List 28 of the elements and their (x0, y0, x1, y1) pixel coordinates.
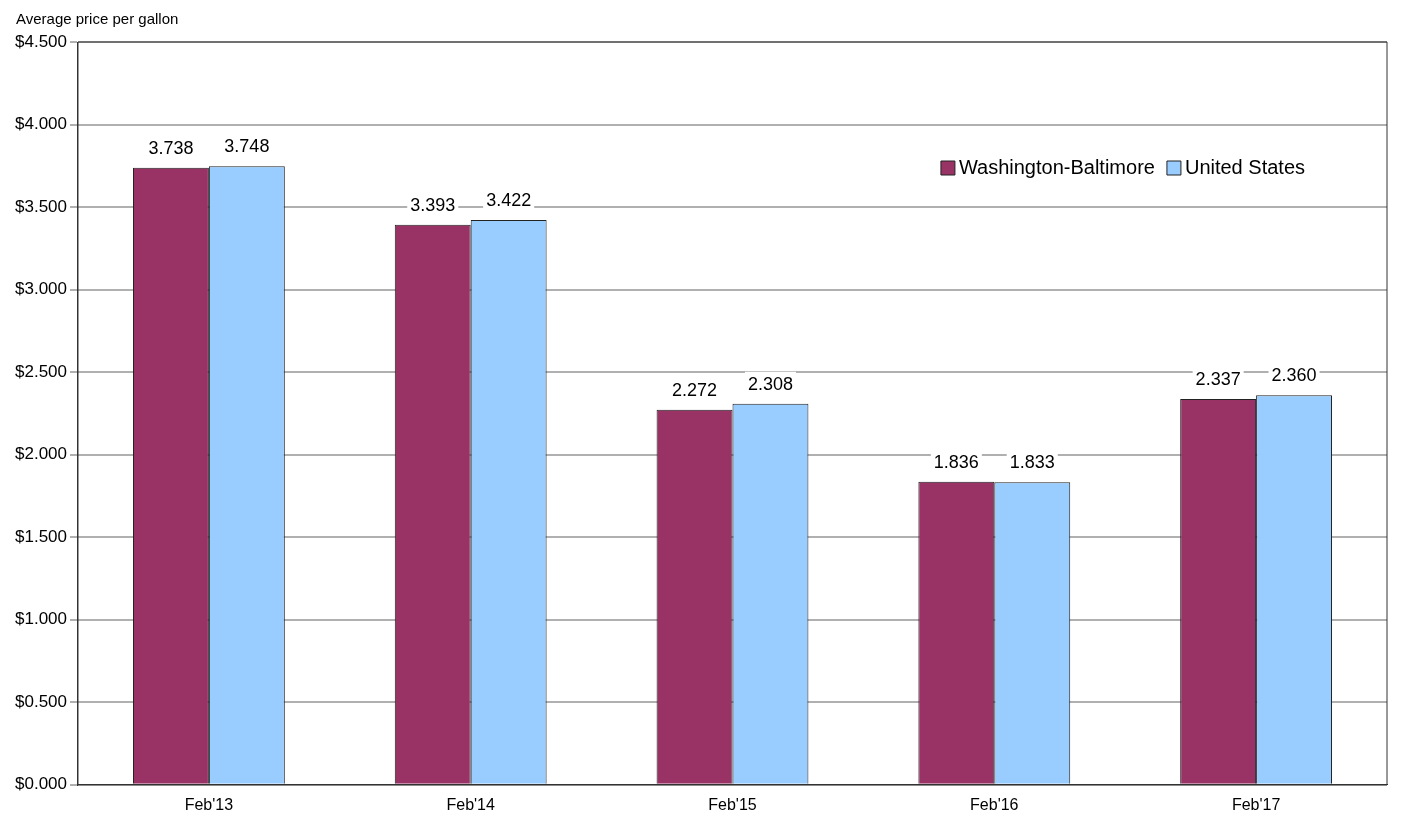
x-tick-label: Feb'13 (184, 795, 234, 813)
y-tick-label: $4.000 (15, 114, 67, 134)
data-label: 3.748 (224, 136, 270, 157)
y-tick-label: $1.000 (15, 609, 67, 629)
y-tick-label: $2.000 (15, 444, 67, 464)
data-label: 3.393 (410, 194, 456, 215)
data-label: 2.272 (672, 379, 718, 400)
y-tick-label: $0.000 (15, 774, 67, 794)
x-tick-label: Feb'14 (446, 795, 496, 813)
y-tick-label: $1.500 (15, 526, 67, 546)
y-tick-label: $0.500 (15, 691, 67, 711)
y-tick-label: $4.500 (15, 31, 67, 51)
y-tick-label: $3.500 (15, 196, 67, 216)
x-tick-label: Feb'15 (708, 795, 757, 813)
y-tick-label: $2.500 (15, 361, 67, 381)
data-label: 3.738 (148, 137, 194, 158)
data-label: 1.836 (933, 451, 979, 472)
data-label: 1.833 (1009, 452, 1055, 473)
y-tick-label: $3.000 (15, 279, 67, 299)
y-axis-title: Average price per gallon (16, 9, 179, 27)
legend-label: United States (1184, 155, 1306, 178)
data-label: 2.337 (1195, 369, 1241, 390)
x-tick-label: Feb'17 (1231, 795, 1281, 813)
x-tick-label: Feb'16 (970, 795, 1019, 813)
data-label: 2.360 (1271, 365, 1317, 386)
data-label: 3.422 (486, 189, 532, 210)
legend-label: Washington-Baltimore (958, 155, 1155, 178)
data-label: 2.308 (747, 373, 793, 394)
